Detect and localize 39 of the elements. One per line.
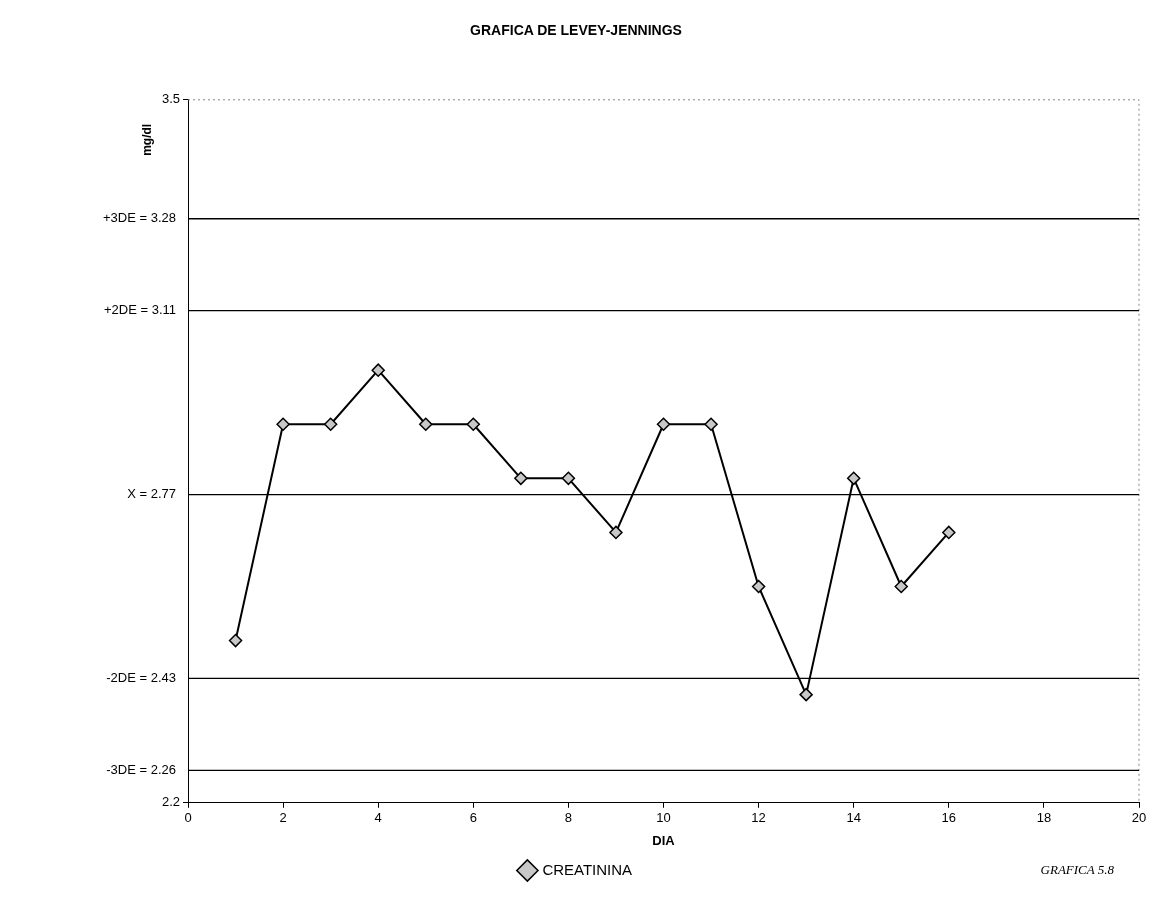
x-tick-label: 0 xyxy=(184,810,192,826)
legend-label: CREATININA xyxy=(542,860,633,878)
point xyxy=(704,417,718,432)
point xyxy=(942,525,956,540)
point xyxy=(371,363,385,377)
ref-line-label: -2DE = 2.43 xyxy=(106,670,176,685)
x-tick-label: 16 xyxy=(941,810,957,826)
point xyxy=(419,417,433,432)
point xyxy=(609,525,623,540)
x-tick-label: 8 xyxy=(564,810,573,826)
point xyxy=(894,579,908,594)
x-tick-label: 12 xyxy=(751,810,766,826)
point xyxy=(276,417,290,432)
point xyxy=(751,579,766,594)
x-tick-label: 18 xyxy=(1036,810,1052,826)
x-tick-label: 2 xyxy=(279,810,287,826)
ref-line-label: -3DE = 2.26 xyxy=(106,761,176,777)
x-tick-label: 4 xyxy=(374,810,382,826)
ref-line-label: +2DE = 3.11 xyxy=(103,302,176,318)
ref-line-label: X = 2.77 xyxy=(127,486,176,502)
x-tick-label: 6 xyxy=(469,810,477,826)
y-tick-label: 3.5 xyxy=(161,91,180,107)
point xyxy=(514,471,528,486)
point xyxy=(466,417,481,432)
x-axis-title: DIA xyxy=(652,832,676,848)
point xyxy=(799,687,813,702)
text: GRAFICA 5.8 xyxy=(1040,862,1115,878)
chart-title: GRAFICA DE LEVEY-JENNINGS xyxy=(470,22,682,39)
point xyxy=(656,417,671,432)
y-axis-title: mg/dl xyxy=(140,123,155,156)
x-tick-label: 14 xyxy=(846,810,861,826)
ref-line-label: +3DE = 3.28 xyxy=(103,210,176,226)
x-tick-label: 20 xyxy=(1131,810,1147,826)
point xyxy=(561,471,576,486)
point xyxy=(846,471,861,486)
x-tick-label: 10 xyxy=(656,810,671,826)
point xyxy=(323,417,338,432)
y-tick-label: 2.2 xyxy=(161,794,180,810)
point xyxy=(228,633,243,648)
